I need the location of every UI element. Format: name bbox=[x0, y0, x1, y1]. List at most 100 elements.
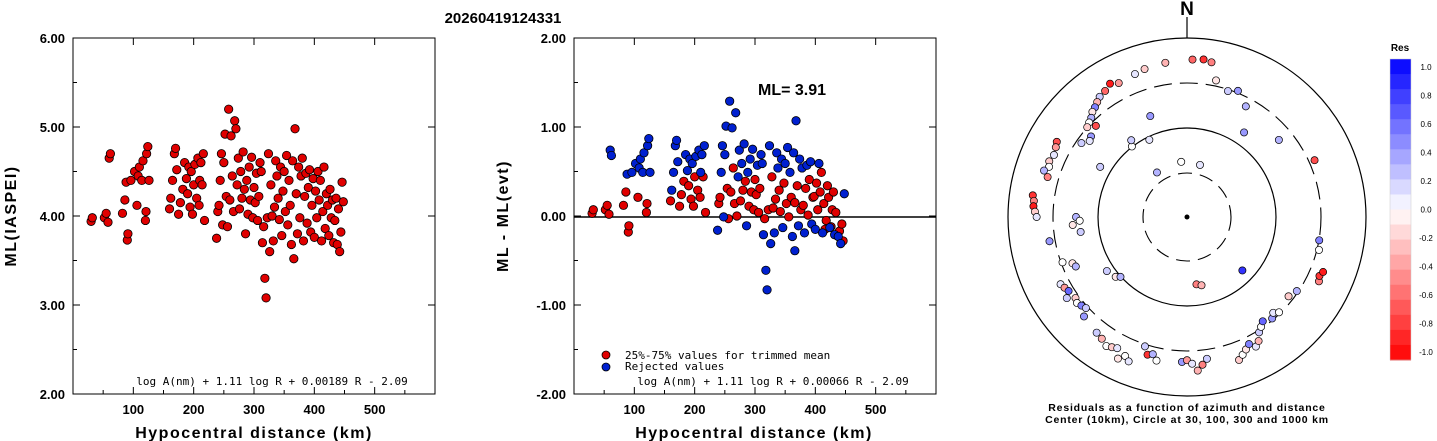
middle-data-point bbox=[735, 196, 746, 206]
polar-residual-point bbox=[1188, 55, 1197, 64]
middle-data-point bbox=[790, 246, 800, 256]
middle-data-point bbox=[772, 148, 782, 158]
middle-data-point bbox=[734, 145, 744, 155]
polar-residual-point bbox=[1197, 281, 1206, 290]
polar-residual-point bbox=[1096, 162, 1105, 171]
middle-data-point bbox=[741, 221, 752, 231]
middle-y-tick-label: 0.00 bbox=[541, 209, 566, 224]
polar-residual-point bbox=[1188, 359, 1197, 368]
middle-data-point bbox=[627, 167, 637, 177]
middle-data-point bbox=[813, 205, 823, 215]
left-data-point bbox=[291, 189, 301, 199]
middle-data-point bbox=[588, 205, 598, 215]
left-data-point bbox=[303, 182, 313, 193]
colorbar-cell bbox=[1390, 134, 1411, 150]
colorbar-tick-label: 0.8 bbox=[1420, 92, 1432, 101]
left-data-point bbox=[257, 238, 268, 248]
polar-residual-point bbox=[1274, 135, 1283, 144]
left-data-point bbox=[316, 236, 327, 246]
polar-residual-point bbox=[1275, 308, 1283, 317]
colorbar-cell bbox=[1390, 344, 1411, 361]
middle-y-tick-label: -1.00 bbox=[536, 298, 566, 313]
left-data-point bbox=[123, 229, 133, 239]
middle-data-point bbox=[804, 174, 814, 185]
polar-residual-point bbox=[1121, 352, 1130, 360]
left-data-point bbox=[101, 208, 111, 218]
middle-data-point bbox=[756, 149, 766, 160]
middle-data-point bbox=[831, 207, 841, 218]
left-data-point bbox=[186, 166, 196, 177]
left-panel: 100 200 300 400 500 2.00 3.00 4.00 5.00 6.00 Hypo… bbox=[3, 31, 436, 441]
colorbar-cell bbox=[1390, 89, 1411, 105]
polar-residual-point bbox=[1085, 137, 1094, 145]
colorbar-cell bbox=[1390, 179, 1411, 195]
middle-data-point bbox=[716, 167, 726, 177]
left-data-point bbox=[126, 175, 136, 185]
left-data-point bbox=[120, 195, 130, 205]
left-data-point bbox=[279, 166, 289, 177]
polar-residual-point bbox=[1319, 268, 1328, 276]
left-data-point bbox=[103, 217, 113, 227]
middle-data-point bbox=[624, 221, 634, 231]
middle-y-axis-label: ML - ML(evt) bbox=[495, 160, 512, 272]
colorbar-cell bbox=[1390, 224, 1411, 241]
colorbar-tick-labels: 1.0 0.8 0.6 0.4 0.2 0.0 -0.2 -0.4 -0.6 -0.8 -1.0 bbox=[1419, 63, 1433, 357]
colorbar-tick-label: 0.2 bbox=[1420, 177, 1432, 186]
polar-residual-point bbox=[1102, 267, 1111, 276]
polar-residual-point bbox=[1240, 128, 1249, 137]
colorbar-tick-label: 1.0 bbox=[1420, 63, 1432, 72]
polar-residual-point bbox=[1141, 342, 1149, 351]
middle-data-point bbox=[639, 148, 649, 158]
polar-residual-point bbox=[1050, 151, 1058, 159]
polar-residual-point bbox=[1284, 292, 1293, 301]
left-data-point bbox=[309, 232, 319, 242]
left-formula: log A(nm) + 1.11 log R + 0.00189 R - 2.0… bbox=[136, 375, 408, 388]
middle-data-point bbox=[699, 141, 709, 151]
left-data-point bbox=[335, 247, 345, 257]
middle-y-tick-label: 1.00 bbox=[541, 120, 566, 135]
colorbar: Res 1.0 0.8 0.6 0.4 0.2 0.0 -0.2 -0.4 -0.6 -0.8 -1… bbox=[1389, 43, 1433, 361]
middle-data-point bbox=[621, 187, 631, 197]
left-y-tick-label: 5.00 bbox=[40, 120, 65, 135]
middle-data-point bbox=[668, 167, 679, 177]
middle-data-point bbox=[602, 200, 612, 210]
polar-residual-point bbox=[1040, 166, 1048, 175]
left-data-point bbox=[273, 193, 283, 203]
middle-data-point bbox=[768, 203, 778, 213]
polar-residual-point bbox=[1043, 173, 1052, 181]
left-axis-ticks: 100 200 300 400 500 2.00 3.00 4.00 5.00 6.00 bbox=[40, 31, 435, 417]
left-data-point bbox=[141, 206, 151, 217]
polar-residual-point bbox=[1153, 168, 1161, 177]
middle-x-tick-label: 400 bbox=[804, 402, 826, 417]
legend-marker-trimmed bbox=[601, 350, 611, 360]
colorbar-cells bbox=[1390, 59, 1411, 361]
colorbar-tick-label: -0.8 bbox=[1419, 320, 1433, 329]
polar-residual-point bbox=[1234, 86, 1242, 95]
left-data-point bbox=[256, 166, 266, 177]
middle-data-point bbox=[815, 187, 825, 197]
colorbar-cell bbox=[1390, 74, 1411, 90]
left-data-point bbox=[240, 229, 251, 239]
middle-data-point bbox=[801, 183, 811, 194]
north-label: N bbox=[1180, 0, 1194, 20]
epicenter-dot bbox=[1184, 214, 1190, 220]
left-data-point bbox=[249, 182, 259, 193]
middle-data-point bbox=[775, 206, 785, 217]
colorbar-title: Res bbox=[1391, 43, 1410, 54]
left-data-point bbox=[288, 156, 298, 166]
left-data-point bbox=[246, 152, 257, 162]
middle-data-point bbox=[674, 201, 685, 211]
left-data-point bbox=[226, 131, 236, 141]
left-data-point bbox=[285, 200, 295, 210]
left-data-point bbox=[259, 222, 269, 232]
left-data-point bbox=[274, 214, 284, 225]
polar-residual-point bbox=[1207, 58, 1216, 67]
polar-residual-point bbox=[1315, 236, 1324, 245]
middle-data-point bbox=[739, 139, 749, 149]
middle-data-point bbox=[737, 158, 747, 169]
left-data-point bbox=[289, 254, 299, 264]
left-data-point bbox=[244, 162, 254, 172]
left-data-point bbox=[227, 171, 237, 181]
middle-data-point bbox=[779, 178, 789, 188]
left-data-point bbox=[290, 124, 300, 134]
